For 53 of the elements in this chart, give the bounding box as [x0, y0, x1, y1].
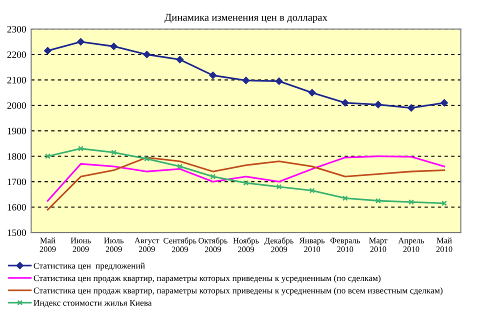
point — [143, 50, 150, 58]
point — [275, 78, 283, 85]
point — [144, 156, 150, 162]
legend-label: Индекс стоимости жилья Киева — [34, 300, 152, 308]
point — [210, 174, 216, 180]
x-tick-label: Декабрь 2009 — [264, 237, 294, 252]
line-series — [46, 155, 446, 202]
y-tick-label: 1900 — [8, 128, 26, 134]
y-tick-label: 2100 — [7, 76, 26, 84]
x-tick-label: Сентябрь 2009 — [164, 237, 196, 252]
point — [408, 199, 414, 205]
point — [374, 100, 382, 108]
x-tick-label: Май 2010 — [436, 238, 452, 252]
point — [342, 195, 348, 201]
legend-label: Статистика цен продаж квартир, параметры которых приведены к усредненным (по всем известным сделкам) — [34, 287, 443, 296]
legend-label: Статистика цен продаж квартир, параметры которых приведены к усредненным (по сделкам) — [34, 274, 381, 283]
point — [440, 99, 448, 106]
point — [243, 180, 249, 186]
x-tick-label: Июнь 2009 — [70, 238, 91, 252]
point — [309, 188, 315, 194]
y-tick-label: 1500 — [8, 229, 26, 236]
point — [44, 47, 52, 54]
x-tick-label: Февраль 2010 — [330, 238, 360, 252]
point — [111, 150, 117, 156]
y-tick-label: 2300 — [7, 26, 26, 33]
point — [176, 56, 184, 64]
chart-title: Динамика изменения цен в долларах — [164, 14, 328, 23]
point — [408, 104, 415, 112]
point — [177, 164, 183, 170]
x-tick-label: Январь 2010 — [299, 238, 325, 252]
y-tick-label: 2000 — [7, 102, 26, 109]
y-tick-label: 1700 — [8, 178, 26, 186]
x-tick-label: Март 2010 — [369, 238, 388, 252]
legend-label: Статистика цен предложений — [34, 262, 145, 270]
x-tick-label: Июль 2009 — [104, 238, 124, 252]
point — [77, 38, 84, 46]
x-tick-label: Август 2009 — [134, 238, 160, 252]
line-series — [46, 156, 446, 210]
point — [276, 184, 282, 190]
point — [78, 146, 84, 152]
x-tick-label: Май 2009 — [40, 238, 56, 252]
y-tick-label: 1800 — [8, 153, 26, 160]
point — [375, 198, 381, 204]
y-tick-label: 2200 — [7, 51, 26, 58]
y-tick-label: 1600 — [8, 204, 26, 211]
x-tick-label: Апрель 2010 — [398, 238, 424, 252]
point — [209, 72, 217, 80]
point — [342, 99, 349, 106]
point — [110, 42, 118, 50]
x-tick-label: Октябрь 2009 — [198, 237, 228, 252]
point — [242, 76, 250, 84]
x-tick-label: Ноябрь 2009 — [233, 237, 259, 252]
point — [308, 89, 316, 96]
